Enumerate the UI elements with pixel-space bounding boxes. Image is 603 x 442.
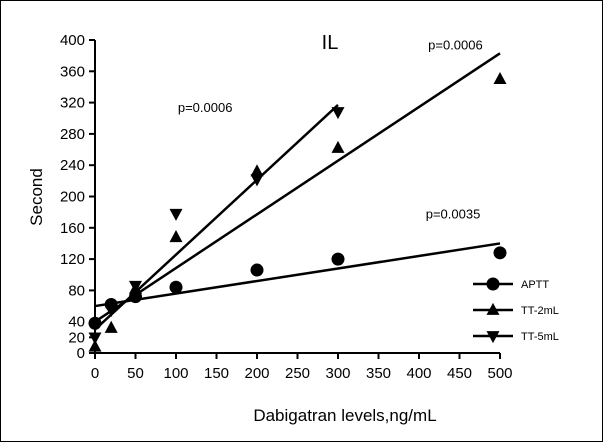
x-tick-label: 500 bbox=[487, 365, 512, 382]
fit-line bbox=[94, 52, 501, 323]
data-point bbox=[104, 320, 118, 333]
x-tick-label: 350 bbox=[366, 365, 391, 382]
p-value-annotation: p=0.0035 bbox=[426, 206, 481, 221]
data-point bbox=[88, 339, 102, 352]
legend-item: TT-2mL bbox=[473, 302, 559, 317]
data-point bbox=[250, 164, 264, 177]
data-point bbox=[331, 252, 345, 266]
y-axis-label: Second bbox=[27, 168, 46, 226]
x-tick-label: 150 bbox=[204, 365, 229, 382]
x-axis-label: Dabigatran levels,ng/mL bbox=[253, 406, 436, 425]
data-point bbox=[493, 246, 507, 260]
fit-line bbox=[94, 242, 501, 308]
y-tick-label: 400 bbox=[60, 32, 85, 49]
fit-lines bbox=[94, 52, 501, 331]
data-point bbox=[129, 280, 142, 293]
data-point bbox=[331, 107, 345, 120]
y-tick-label: 280 bbox=[60, 126, 85, 143]
legend-marker bbox=[486, 302, 500, 315]
y-tick-label: 0 bbox=[77, 345, 85, 362]
p-value-annotation: p=0.0006 bbox=[428, 37, 483, 52]
x-tick-label: 300 bbox=[325, 365, 350, 382]
y-tick-label: 360 bbox=[60, 63, 85, 80]
data-point bbox=[169, 280, 183, 294]
data-point bbox=[493, 71, 507, 84]
chart-title: IL bbox=[322, 32, 339, 54]
legend-label: TT-5mL bbox=[521, 331, 559, 343]
data-point bbox=[88, 316, 102, 330]
x-tick-label: 400 bbox=[406, 365, 431, 382]
data-point bbox=[169, 208, 183, 221]
x-tick-label: 250 bbox=[285, 365, 310, 382]
data-point bbox=[169, 230, 183, 243]
x-tick-label: 50 bbox=[127, 365, 144, 382]
x-tick-label: 450 bbox=[447, 365, 472, 382]
data-point bbox=[250, 174, 264, 187]
y-tick-label: 320 bbox=[60, 95, 85, 112]
data-point bbox=[88, 332, 102, 345]
legend-label: APTT bbox=[521, 279, 549, 291]
y-tick-label: 200 bbox=[60, 189, 85, 206]
x-tick-label: 200 bbox=[244, 365, 269, 382]
x-ticks: 0 50 100 150 200 250 300 350 400 450 500 bbox=[91, 353, 513, 382]
data-points bbox=[88, 71, 507, 352]
y-tick-label: 120 bbox=[60, 251, 85, 268]
x-tick-label: 0 bbox=[91, 365, 99, 382]
legend-label: TT-2mL bbox=[521, 305, 559, 317]
data-point bbox=[250, 263, 264, 277]
legend-marker bbox=[486, 331, 500, 344]
legend-item: APTT bbox=[473, 277, 549, 291]
x-tick-label: 100 bbox=[163, 365, 188, 382]
p-value-annotation: p=0.0006 bbox=[178, 100, 233, 115]
y-tick-label: 40 bbox=[68, 314, 85, 331]
legend: APTT TT-2mL TT-5mL bbox=[473, 277, 559, 344]
y-tick-label: 160 bbox=[60, 220, 85, 237]
axes bbox=[94, 40, 500, 354]
data-point bbox=[104, 305, 118, 318]
y-tick-label: 240 bbox=[60, 157, 85, 174]
legend-marker bbox=[486, 277, 500, 291]
legend-item: TT-5mL bbox=[473, 331, 559, 344]
annotations: p=0.0006 p=0.0006 p=0.0035 bbox=[178, 37, 483, 221]
y-tick-label: 80 bbox=[68, 282, 85, 299]
y-tick-label: 20 bbox=[68, 329, 85, 346]
data-point bbox=[331, 140, 345, 153]
